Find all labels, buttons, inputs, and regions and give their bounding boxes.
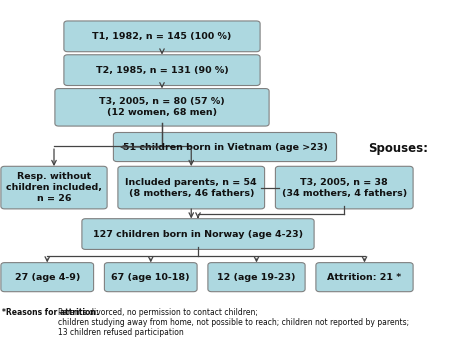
FancyBboxPatch shape (118, 166, 265, 209)
FancyBboxPatch shape (104, 263, 197, 292)
Text: Parents divorced, no permission to contact children;
children studying away from: Parents divorced, no permission to conta… (58, 308, 410, 337)
FancyBboxPatch shape (275, 166, 413, 209)
FancyBboxPatch shape (1, 263, 94, 292)
Text: Attrition: 21 *: Attrition: 21 * (328, 273, 401, 282)
Text: 51 children born in Vietnam (age >23): 51 children born in Vietnam (age >23) (122, 143, 328, 151)
Text: *Reasons for attrition:: *Reasons for attrition: (2, 308, 102, 317)
FancyBboxPatch shape (64, 55, 260, 86)
FancyBboxPatch shape (316, 263, 413, 292)
Text: T3, 2005, n = 38
(34 mothers, 4 fathers): T3, 2005, n = 38 (34 mothers, 4 fathers) (282, 177, 407, 198)
FancyBboxPatch shape (1, 166, 107, 209)
FancyBboxPatch shape (113, 132, 337, 162)
FancyBboxPatch shape (55, 89, 269, 126)
Text: 127 children born in Norway (age 4-23): 127 children born in Norway (age 4-23) (93, 230, 303, 239)
FancyBboxPatch shape (208, 263, 305, 292)
Text: Resp. without
children included,
n = 26: Resp. without children included, n = 26 (6, 172, 102, 203)
FancyBboxPatch shape (64, 21, 260, 52)
Text: 12 (age 19-23): 12 (age 19-23) (217, 273, 296, 282)
Text: T2, 1985, n = 131 (90 %): T2, 1985, n = 131 (90 %) (95, 66, 228, 75)
FancyBboxPatch shape (82, 219, 314, 249)
Text: Spouses:: Spouses: (368, 142, 428, 155)
Text: T3, 2005, n = 80 (57 %)
(12 women, 68 men): T3, 2005, n = 80 (57 %) (12 women, 68 me… (99, 97, 225, 117)
Text: 67 (age 10-18): 67 (age 10-18) (112, 273, 190, 282)
Text: 27 (age 4-9): 27 (age 4-9) (14, 273, 80, 282)
Text: Included parents, n = 54
(8 mothers, 46 fathers): Included parents, n = 54 (8 mothers, 46 … (126, 177, 257, 198)
Text: T1, 1982, n = 145 (100 %): T1, 1982, n = 145 (100 %) (92, 32, 232, 41)
